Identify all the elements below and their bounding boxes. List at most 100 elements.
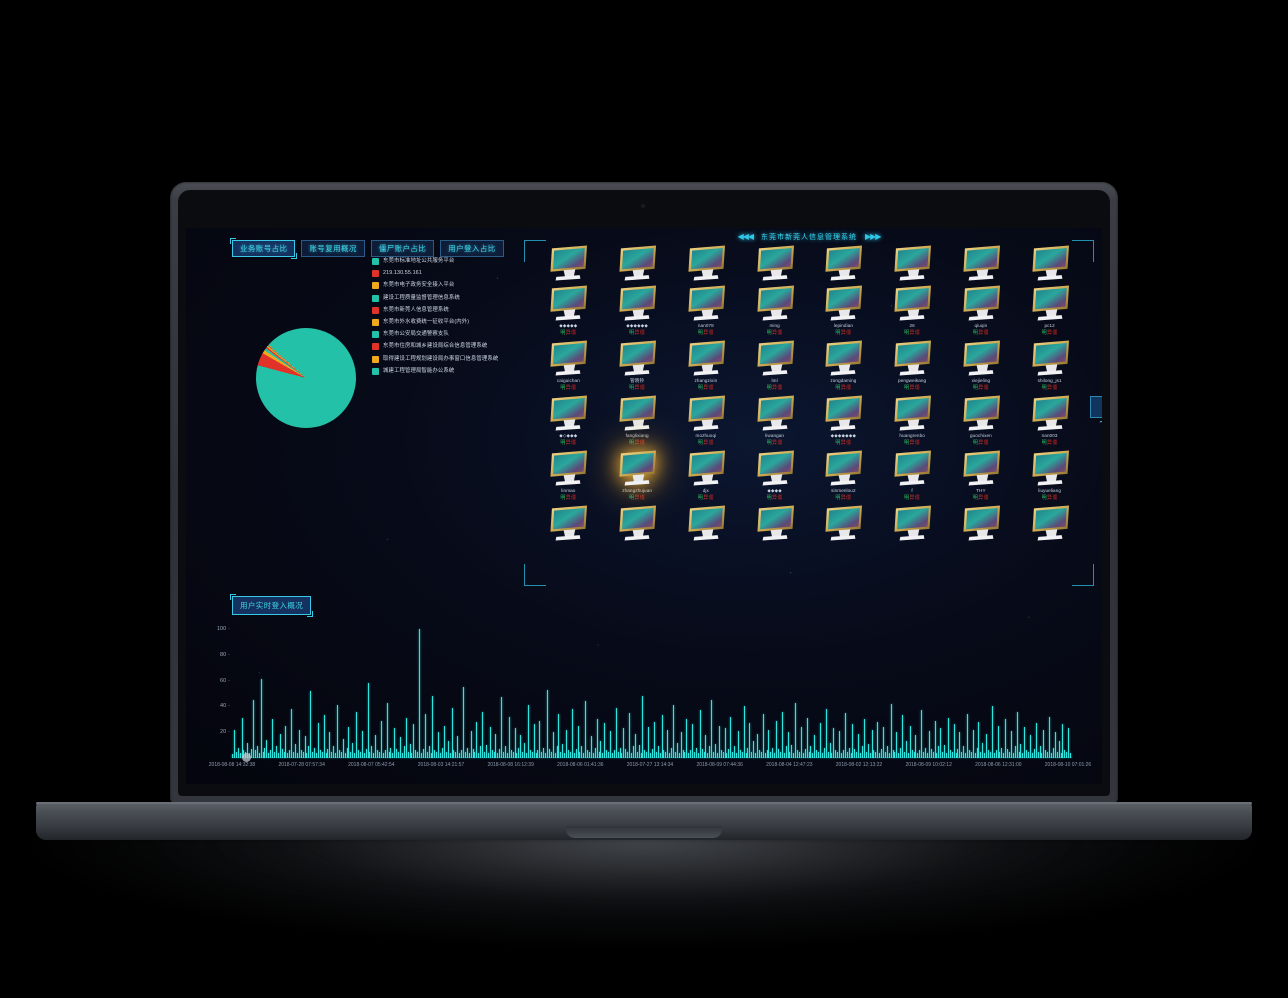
terminal-cell[interactable]: pc12 明异僵 (1015, 284, 1084, 337)
legend-swatch-icon (372, 355, 379, 363)
legend-item[interactable]: 219.130.55.161 (372, 270, 502, 278)
terminal-cell[interactable]: 管晓铃 明异僵 (603, 339, 672, 392)
tab-3[interactable]: 用户登入占比 (440, 240, 504, 257)
bar (648, 727, 650, 758)
next-chevron-icon[interactable]: ▶▶▶ (864, 232, 882, 241)
terminal-cell[interactable] (672, 244, 741, 282)
terminal-cell[interactable]: ming 明异僵 (740, 284, 809, 337)
bar (896, 732, 898, 758)
legend-item[interactable]: 城建工程管理局智能办公系统 (372, 367, 502, 375)
legend-item[interactable]: 东莞市公安局交通警察支队 (372, 331, 502, 339)
bar (237, 747, 239, 758)
terminal-cell[interactable] (1015, 504, 1084, 542)
terminal-cell[interactable]: zongdaming 明异僵 (809, 339, 878, 392)
legend-item[interactable]: 东莞市电子政务安全接入平台 (372, 282, 502, 290)
terminal-username: liwangan (765, 433, 785, 438)
terminal-cell[interactable] (740, 504, 809, 542)
bar (430, 752, 432, 758)
terminal-cell[interactable]: djx 明异僵 (672, 449, 741, 502)
bar (907, 752, 909, 758)
terminal-username: nan078 (697, 323, 714, 328)
terminal-cell[interactable]: fanglixiang 明异僵 (603, 394, 672, 447)
terminal-cell[interactable]: lepindian 明异僵 (809, 284, 878, 337)
terminal-cell[interactable]: ◆◆◆◆ 明异僵 (740, 449, 809, 502)
bar (550, 751, 552, 758)
bar (835, 750, 837, 758)
bar (982, 742, 984, 758)
terminal-cell[interactable]: xiejieling 明异僵 (947, 339, 1016, 392)
tab-1[interactable]: 账号复用概况 (301, 240, 365, 257)
terminal-cell[interactable]: liuyueliang 明异僵 (1015, 449, 1084, 502)
terminal-cell[interactable]: nan003 明异僵 (1015, 394, 1084, 447)
bar (442, 747, 443, 758)
bar (638, 745, 640, 758)
tab-0[interactable]: 业务账号占比 (229, 238, 298, 259)
bar (842, 750, 844, 758)
legend-item[interactable]: 建设工程质量监督管理信息系统 (372, 294, 502, 302)
terminal-cell[interactable]: caiguichan 明异僵 (534, 339, 603, 392)
legend-item[interactable]: 东莞市外水收费统一征收平台(内外) (372, 318, 502, 326)
terminal-cell[interactable]: guochixen 明异僵 (947, 394, 1016, 447)
bar (800, 727, 802, 758)
legend-item[interactable]: 取得建设工程规划建设局办事窗口信息管理系统 (372, 355, 502, 363)
bar (497, 752, 499, 758)
terminal-cell[interactable]: huangrenbo 明异僵 (878, 394, 947, 447)
terminal-cell[interactable]: zhangzhujuan 明异僵 (603, 449, 672, 502)
terminal-cell[interactable]: shilong_js1 明异僵 (1015, 339, 1084, 392)
terminal-cell[interactable] (534, 504, 603, 542)
legend-item[interactable]: 东莞市住房和城乡建设局综合信息管理系统 (372, 343, 502, 351)
tab-2[interactable]: 僵尸账户占比 (370, 240, 435, 257)
terminal-cell[interactable] (603, 244, 672, 282)
terminal-cell[interactable] (672, 504, 741, 542)
prev-chevron-icon[interactable]: ◀◀◀ (737, 232, 755, 241)
terminal-cell[interactable]: ◆◆◆◆◆ 明异僵 (534, 284, 603, 337)
terminal-cell[interactable]: ◆◆◆◆◆◆ 明异僵 (603, 284, 672, 337)
bar (348, 727, 350, 758)
bar (770, 751, 772, 758)
bar (684, 751, 686, 758)
terminal-cell[interactable]: pengweikang 明异僵 (878, 339, 947, 392)
terminal-cell[interactable] (603, 504, 672, 542)
hover-cursor[interactable] (242, 753, 251, 762)
bar (976, 747, 978, 758)
bar (356, 711, 358, 758)
terminal-cell[interactable] (1015, 244, 1084, 282)
terminal-cell[interactable] (878, 504, 947, 542)
terminal-cell[interactable] (947, 504, 1016, 542)
bar (707, 752, 709, 758)
terminal-cell[interactable]: nan078 明异僵 (672, 284, 741, 337)
terminal-cell[interactable]: 26 明异僵 (878, 284, 947, 337)
terminal-cell[interactable]: f 明异僵 (878, 449, 947, 502)
terminal-cell[interactable]: sinmenlou2 明异僵 (809, 449, 878, 502)
bar (386, 702, 388, 758)
bar (1026, 750, 1028, 758)
bar (436, 751, 438, 758)
terminal-cell[interactable] (809, 244, 878, 282)
terminal-cell[interactable]: ◆◇◆◆◆ 明异僵 (534, 394, 603, 447)
bar (749, 723, 751, 758)
terminal-cell[interactable] (809, 504, 878, 542)
legend-item[interactable]: 东莞市标准地址公共服务平台 (372, 258, 502, 265)
terminal-cell[interactable]: mozhuoqi 明异僵 (672, 394, 741, 447)
legend-item[interactable]: 东莞市新莞人信息管理系统 (372, 306, 502, 314)
terminal-cell[interactable] (740, 244, 809, 282)
terminal-cell[interactable]: lml 明异僵 (740, 339, 809, 392)
side-collapse-icon[interactable]: ⌃ (1098, 421, 1102, 428)
terminal-cell[interactable]: liwangan 明异僵 (740, 394, 809, 447)
terminal-cell[interactable]: zhangzixin 明异僵 (672, 339, 741, 392)
terminal-cell[interactable]: ◆◆◆◆◆◆◆ 明异僵 (809, 394, 878, 447)
monitor-icon (963, 505, 1000, 541)
bar (275, 746, 277, 758)
dashboard: 业务账号占比 账号复用概况 僵尸账户占比 用户登入占比 东莞市标准地址公共服务平台 21… (186, 228, 1102, 784)
side-panel-toggle[interactable] (1090, 396, 1102, 418)
terminal-cell[interactable] (878, 244, 947, 282)
terminal-cell[interactable]: THY 明异僵 (947, 449, 1016, 502)
bar (718, 725, 720, 758)
terminal-status-badge: 明异僵 (697, 495, 714, 501)
bar (369, 751, 371, 758)
terminal-cell[interactable] (534, 244, 603, 282)
terminal-cell[interactable]: linmao 明异僵 (534, 449, 603, 502)
bar (789, 751, 791, 758)
terminal-cell[interactable] (947, 244, 1016, 282)
terminal-cell[interactable]: qiuqin 明异僵 (947, 284, 1016, 337)
